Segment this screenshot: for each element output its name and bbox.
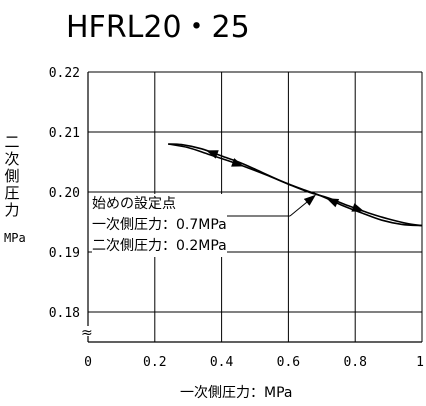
annotation-line-1: 始めの設定点 [92, 196, 176, 212]
x-tick-label-0: 0 [84, 355, 92, 370]
x-tick-label-5: 1 [416, 355, 424, 370]
y-axis-unit: MPa [4, 231, 26, 245]
direction-arrow-decreasing-1 [205, 150, 219, 159]
y-axis-label: 二次側圧力 [4, 133, 20, 219]
y-tick-label-3: 0.21 [49, 126, 80, 141]
x-tick-label-2: 0.4 [210, 355, 234, 370]
direction-arrow-decreasing-0 [326, 198, 340, 208]
setpoint-annotation: 始めの設定点 一次側圧力：0.7MPa 二次側圧力：0.2MPa [92, 194, 227, 257]
annotation-line-2: 一次側圧力：0.7MPa [92, 217, 227, 233]
chart-title: HFRL20・25 [66, 10, 250, 45]
annotation-pointer [289, 194, 316, 217]
tick-labels: 0 0.2 0.4 0.6 0.8 1 0.18 0.19 0.20 0.21 0.22 [49, 66, 424, 370]
y-tick-label-4: 0.22 [49, 66, 80, 81]
series-group [168, 143, 423, 227]
annotation-line-3: 二次側圧力：0.2MPa [92, 238, 227, 254]
axis-break-mark: ≈ [81, 325, 93, 341]
axes: ≈ [81, 72, 422, 343]
series-line-decreasing [168, 143, 423, 227]
y-tick-label-2: 0.20 [49, 186, 80, 201]
x-tick-label-3: 0.6 [277, 355, 300, 370]
x-tick-label-1: 0.2 [143, 355, 166, 370]
y-tick-label-0: 0.18 [49, 306, 80, 321]
y-tick-label-1: 0.19 [49, 246, 80, 261]
x-tick-label-4: 0.8 [343, 355, 366, 370]
x-axis-label: 一次側圧力：MPa [180, 385, 293, 401]
